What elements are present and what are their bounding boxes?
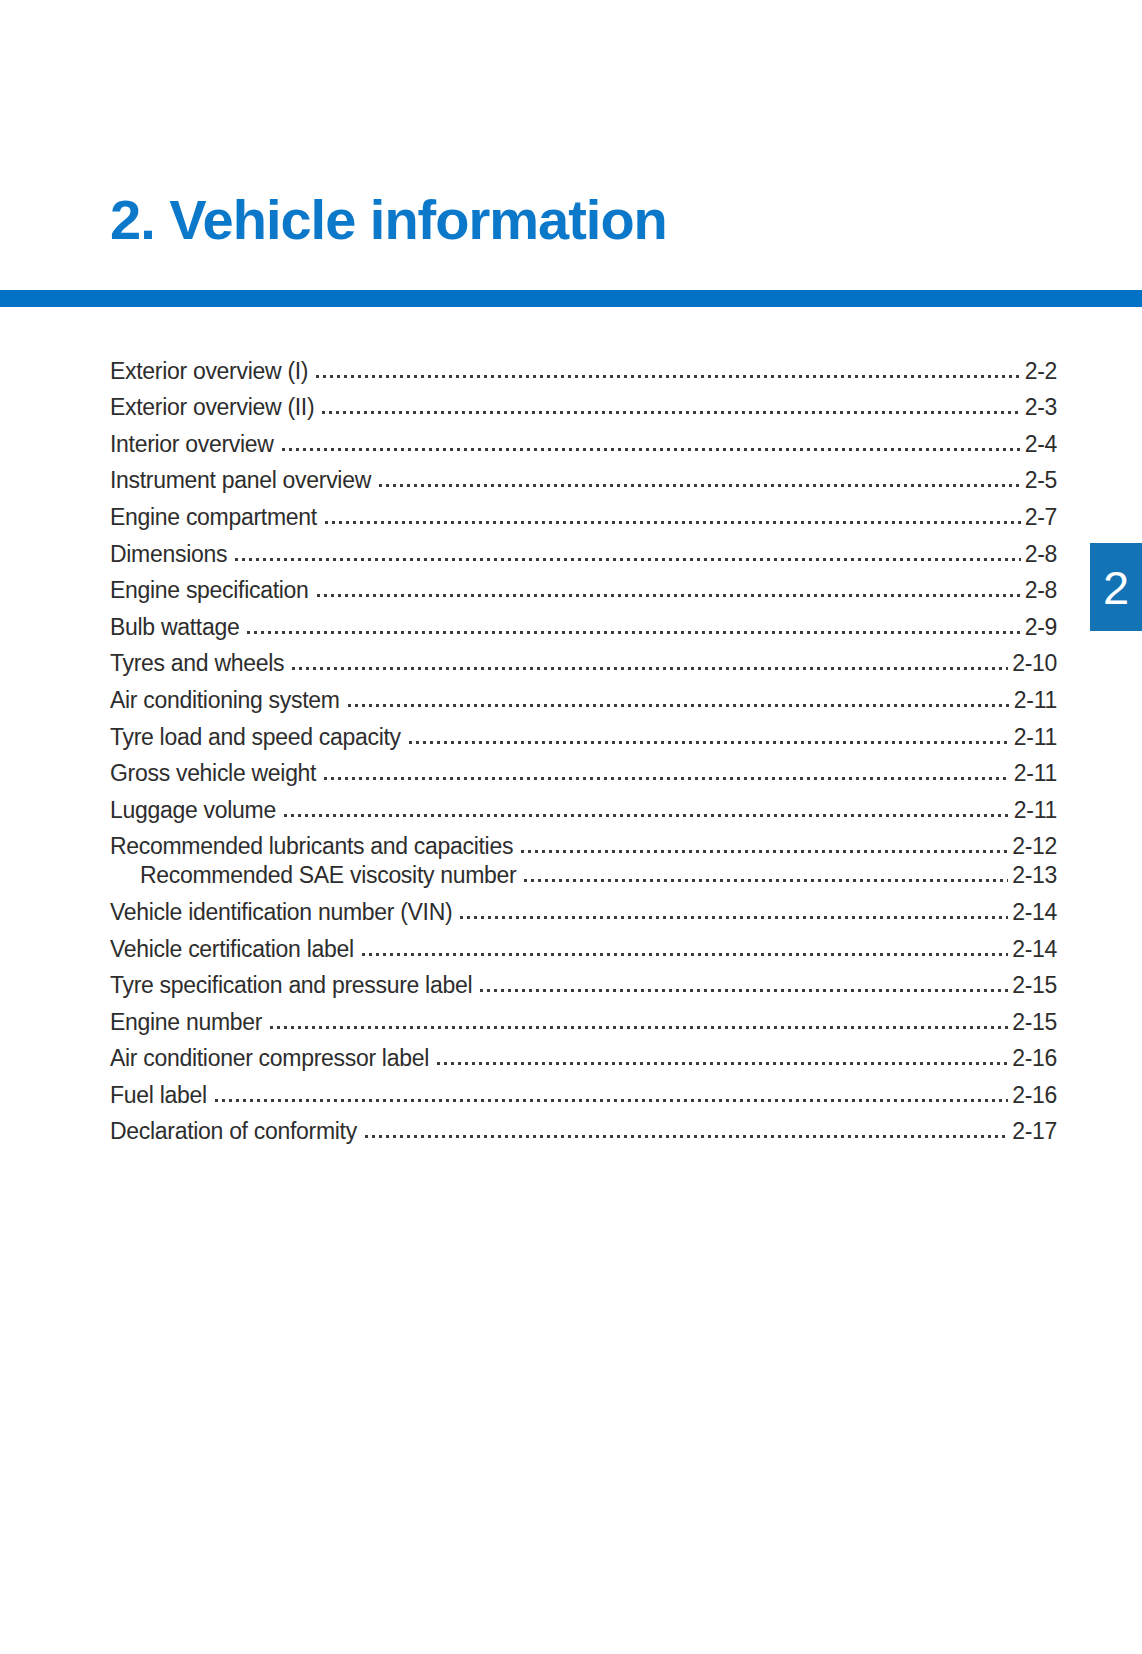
toc-leader-dots bbox=[522, 877, 1008, 887]
toc-leader-dots bbox=[314, 373, 1020, 383]
toc-entry[interactable]: Air conditioner compressor label 2-16 bbox=[110, 1039, 1057, 1076]
toc-entry-page: 2-17 bbox=[1012, 1120, 1057, 1143]
toc-leader-dots bbox=[346, 702, 1010, 712]
toc-entry-label: Tyre specification and pressure label bbox=[110, 974, 472, 997]
toc-entry-page: 2-2 bbox=[1025, 360, 1057, 383]
toc-entry-page: 2-7 bbox=[1025, 506, 1057, 529]
toc-entry-label: Exterior overview (II) bbox=[110, 396, 314, 419]
toc-entry[interactable]: Dimensions 2-8 bbox=[110, 534, 1057, 571]
toc-entry-label: Tyres and wheels bbox=[110, 652, 284, 675]
toc-leader-dots bbox=[377, 482, 1021, 492]
toc-entry-page: 2-11 bbox=[1014, 762, 1057, 785]
toc-entry-label: Dimensions bbox=[110, 543, 227, 566]
toc-leader-dots bbox=[320, 409, 1020, 419]
toc-entry-page: 2-16 bbox=[1012, 1084, 1057, 1107]
toc-entry[interactable]: Tyre specification and pressure label 2-… bbox=[110, 966, 1057, 1003]
toc-entry-label: Recommended lubricants and capacities bbox=[110, 835, 513, 858]
toc-leader-dots bbox=[519, 848, 1008, 858]
toc-entry-page: 2-5 bbox=[1025, 469, 1057, 492]
toc-entry[interactable]: Engine number 2-15 bbox=[110, 1002, 1057, 1039]
toc-entry-page: 2-10 bbox=[1012, 652, 1057, 675]
toc-entry[interactable]: Recommended lubricants and capacities 2-… bbox=[110, 827, 1057, 864]
toc-entry[interactable]: Declaration of conformity 2-17 bbox=[110, 1112, 1057, 1149]
chapter-title: 2. Vehicle information bbox=[110, 192, 1057, 248]
toc-entry-page: 2-8 bbox=[1025, 579, 1057, 602]
toc-entry[interactable]: Interior overview 2-4 bbox=[110, 424, 1057, 461]
toc-entry[interactable]: Tyres and wheels 2-10 bbox=[110, 644, 1057, 681]
toc-leader-dots bbox=[213, 1097, 1008, 1107]
toc-entry[interactable]: Exterior overview (II) 2-3 bbox=[110, 388, 1057, 425]
toc-entry-label: Instrument panel overview bbox=[110, 469, 371, 492]
toc-leader-dots bbox=[282, 812, 1010, 822]
toc-entry-label: Bulb wattage bbox=[110, 616, 239, 639]
toc-entry-page: 2-4 bbox=[1025, 433, 1057, 456]
title-divider-bar bbox=[0, 290, 1142, 307]
toc-leader-dots bbox=[407, 739, 1010, 749]
toc-entry-page: 2-16 bbox=[1012, 1047, 1057, 1070]
toc-entry-label: Exterior overview (I) bbox=[110, 360, 308, 383]
toc-entry-page: 2-11 bbox=[1014, 726, 1057, 749]
toc-leader-dots bbox=[322, 775, 1010, 785]
toc-entry[interactable]: Luggage volume 2-11 bbox=[110, 790, 1057, 827]
toc-entry-label: Engine number bbox=[110, 1011, 262, 1034]
toc-entry-label: Air conditioning system bbox=[110, 689, 340, 712]
toc-entry-page: 2-14 bbox=[1012, 938, 1057, 961]
toc-leader-dots bbox=[315, 592, 1021, 602]
toc-entry-label: Engine compartment bbox=[110, 506, 317, 529]
toc-entry-label: Vehicle certification label bbox=[110, 938, 354, 961]
chapter-side-tab[interactable]: 2 bbox=[1090, 543, 1142, 631]
toc-entry[interactable]: Air conditioning system 2-11 bbox=[110, 680, 1057, 717]
toc-entry[interactable]: Exterior overview (I) 2-2 bbox=[110, 351, 1057, 388]
toc-entry-label: Engine specification bbox=[110, 579, 309, 602]
toc-entry-page: 2-15 bbox=[1012, 974, 1057, 997]
toc-leader-dots bbox=[363, 1133, 1008, 1143]
toc-entry-page: 2-11 bbox=[1014, 689, 1057, 712]
toc-entry-page: 2-14 bbox=[1012, 901, 1057, 924]
chapter-tab-number: 2 bbox=[1103, 560, 1129, 615]
toc-entry-page: 2-12 bbox=[1012, 835, 1057, 858]
toc-entry-page: 2-3 bbox=[1025, 396, 1057, 419]
toc-entry[interactable]: Bulb wattage 2-9 bbox=[110, 607, 1057, 644]
toc-entry-label: Tyre load and speed capacity bbox=[110, 726, 401, 749]
toc-entry-label: Interior overview bbox=[110, 433, 274, 456]
toc-leader-dots bbox=[323, 519, 1021, 529]
toc-leader-dots bbox=[435, 1060, 1008, 1070]
toc-leader-dots bbox=[290, 665, 1008, 675]
toc-entry[interactable]: Recommended SAE viscosity number 2-13 bbox=[110, 863, 1057, 892]
table-of-contents: Exterior overview (I) 2-2 Exterior overv… bbox=[110, 351, 1057, 1148]
toc-entry-label: Recommended SAE viscosity number bbox=[140, 864, 516, 887]
toc-entry-page: 2-8 bbox=[1025, 543, 1057, 566]
toc-entry[interactable]: Engine specification 2-8 bbox=[110, 571, 1057, 608]
toc-entry-label: Air conditioner compressor label bbox=[110, 1047, 429, 1070]
toc-entry[interactable]: Vehicle certification label 2-14 bbox=[110, 929, 1057, 966]
toc-entry-page: 2-11 bbox=[1014, 799, 1057, 822]
toc-leader-dots bbox=[478, 987, 1008, 997]
toc-entry[interactable]: Gross vehicle weight 2-11 bbox=[110, 754, 1057, 791]
toc-entry-label: Gross vehicle weight bbox=[110, 762, 316, 785]
toc-entry-label: Declaration of conformity bbox=[110, 1120, 357, 1143]
toc-entry-label: Fuel label bbox=[110, 1084, 207, 1107]
toc-leader-dots bbox=[268, 1024, 1008, 1034]
toc-entry-label: Luggage volume bbox=[110, 799, 276, 822]
toc-leader-dots bbox=[233, 556, 1021, 566]
toc-entry[interactable]: Engine compartment 2-7 bbox=[110, 497, 1057, 534]
toc-leader-dots bbox=[458, 914, 1008, 924]
toc-entry[interactable]: Fuel label 2-16 bbox=[110, 1075, 1057, 1112]
toc-leader-dots bbox=[360, 951, 1008, 961]
toc-entry-label: Vehicle identification number (VIN) bbox=[110, 901, 452, 924]
toc-entry-page: 2-13 bbox=[1012, 864, 1057, 887]
manual-page: 2. Vehicle information Exterior overview… bbox=[0, 0, 1142, 1148]
toc-entry[interactable]: Vehicle identification number (VIN) 2-14 bbox=[110, 892, 1057, 929]
toc-leader-dots bbox=[280, 446, 1021, 456]
toc-entry-page: 2-15 bbox=[1012, 1011, 1057, 1034]
toc-leader-dots bbox=[245, 629, 1020, 639]
toc-entry-page: 2-9 bbox=[1025, 616, 1057, 639]
toc-entry[interactable]: Tyre load and speed capacity 2-11 bbox=[110, 717, 1057, 754]
toc-entry[interactable]: Instrument panel overview 2-5 bbox=[110, 461, 1057, 498]
